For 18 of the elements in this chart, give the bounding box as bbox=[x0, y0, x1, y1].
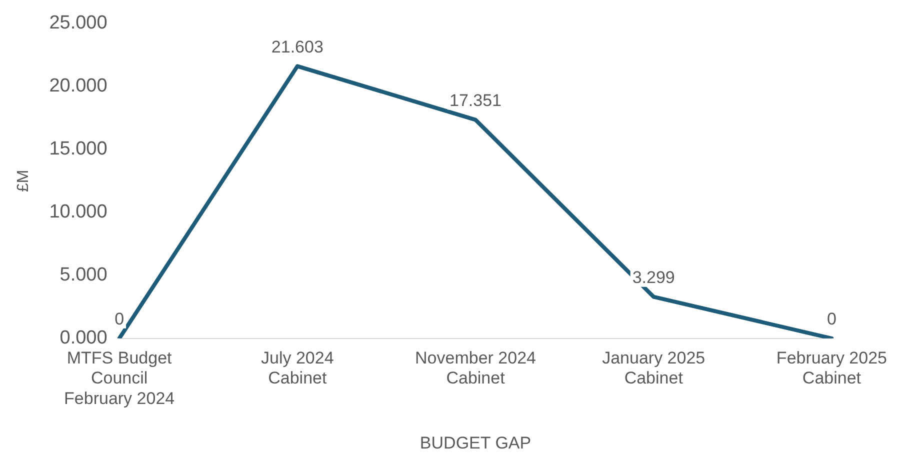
data-label: 21.603 bbox=[271, 37, 324, 56]
x-tick-label: November 2024 Cabinet bbox=[415, 348, 536, 388]
y-tick-label: 10.000 bbox=[49, 202, 108, 223]
y-tick-label: 5.000 bbox=[60, 264, 108, 286]
x-axis-title: BUDGET GAP bbox=[420, 433, 532, 452]
x-tick-label: February 2025 Cabinet bbox=[776, 348, 888, 388]
data-label: 17.351 bbox=[450, 90, 502, 110]
y-axis-title: £M bbox=[15, 170, 32, 192]
x-tick-label: MTFS Budget Council February 2024 bbox=[64, 348, 175, 408]
data-label: 0 bbox=[114, 310, 124, 329]
data-label: 0 bbox=[826, 310, 836, 329]
y-tick-label: 15.000 bbox=[49, 138, 108, 160]
y-tick-label: 0.000 bbox=[60, 328, 108, 349]
y-tick-label: 20.000 bbox=[49, 76, 108, 97]
x-tick-label: July 2024 Cabinet bbox=[261, 348, 334, 388]
y-tick-label: 25.000 bbox=[49, 12, 108, 34]
x-tick-label: January 2025 Cabinet bbox=[602, 348, 706, 388]
data-label: 3.299 bbox=[632, 268, 675, 288]
